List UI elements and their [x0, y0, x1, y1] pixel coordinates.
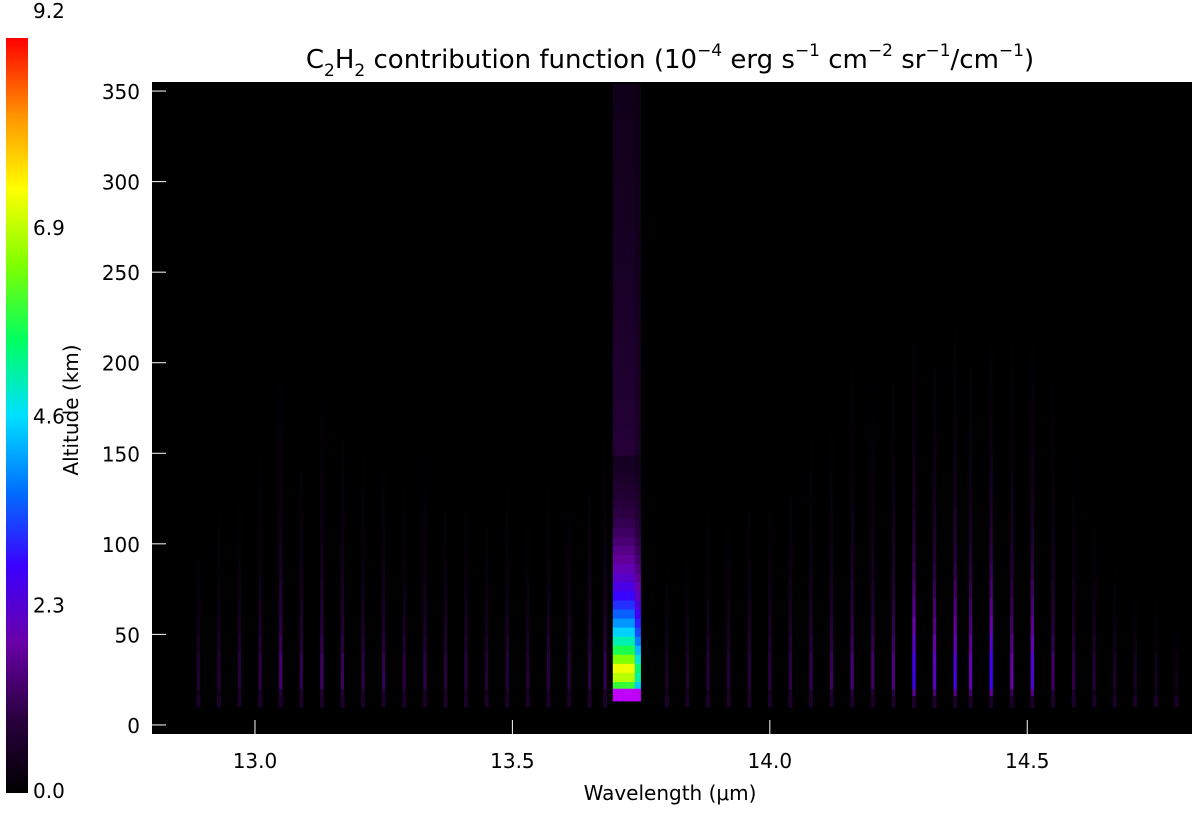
emission-line: [706, 507, 711, 708]
emission-line: [567, 489, 572, 708]
emission-line: [464, 489, 469, 708]
chart-title: C2H2 contribution function (10−4 erg s−1…: [306, 41, 1034, 81]
emission-line: [891, 344, 896, 708]
x-tick-label: 13.5: [490, 749, 535, 773]
heatmap-background: [152, 82, 1192, 734]
colorbar-tick-label: 0.0: [33, 779, 65, 803]
y-tick-label: 350: [102, 80, 140, 104]
emission-line: [1030, 326, 1035, 708]
colorbar: 0.0 2.3 4.6 6.9 9.2: [6, 0, 65, 803]
x-axis-label: Wavelength (μm): [584, 781, 757, 805]
emission-line: [1133, 580, 1138, 708]
y-tick-label: 0: [127, 714, 140, 738]
emission-line: [788, 453, 793, 708]
q-branch-base: [612, 688, 641, 702]
emission-line: [196, 543, 201, 708]
emission-line: [402, 489, 407, 708]
emission-line: [767, 489, 772, 708]
emission-line: [525, 507, 530, 708]
colorbar-tick-labels: 0.0 2.3 4.6 6.9 9.2: [33, 0, 65, 803]
emission-line: [319, 380, 324, 708]
emission-line: [850, 362, 855, 708]
emission-line: [381, 435, 386, 708]
y-tick-label: 150: [102, 442, 140, 466]
colorbar-tick-label: 4.6: [33, 405, 65, 429]
emission-line: [505, 489, 510, 708]
emission-line: [911, 308, 916, 708]
emission-line: [278, 362, 283, 708]
emission-line: [664, 561, 669, 708]
emission-line: [1092, 507, 1097, 708]
colorbar-tick-label: 9.2: [33, 0, 65, 23]
emission-line: [953, 326, 958, 708]
emission-line: [809, 435, 814, 708]
emission-line: [484, 507, 489, 708]
emission-line: [237, 489, 242, 708]
x-axis: 13.0 13.5 14.0 14.5: [233, 720, 1050, 773]
colorbar-tick-label: 6.9: [33, 216, 65, 240]
emission-line: [1153, 598, 1158, 708]
colorbar-tick-label: 2.3: [33, 593, 65, 617]
colorbar-gradient: [6, 38, 28, 793]
emission-line: [870, 380, 875, 708]
y-tick-label: 50: [115, 623, 140, 647]
y-tick-label: 250: [102, 261, 140, 285]
y-axis: 0 50 100 150 200 250 300 350: [102, 80, 166, 738]
emission-line: [1071, 453, 1076, 708]
emission-line: [340, 417, 345, 708]
y-axis-label: Altitude (km): [59, 344, 83, 475]
emission-line: [361, 453, 366, 708]
emission-line: [603, 435, 608, 708]
emission-line: [685, 543, 690, 708]
emission-line: [829, 417, 834, 708]
emission-line: [546, 489, 551, 708]
emission-line: [1112, 561, 1117, 708]
emission-line: [932, 326, 937, 708]
y-tick-label: 300: [102, 171, 140, 195]
emission-line: [1174, 616, 1179, 708]
x-tick-label: 13.0: [233, 749, 278, 773]
y-tick-label: 200: [102, 352, 140, 376]
emission-line: [1009, 344, 1014, 708]
heatmap-marks: [196, 83, 1179, 708]
emission-line: [216, 507, 221, 708]
q-branch-band: [612, 83, 641, 702]
emission-line: [747, 489, 752, 708]
emission-line: [258, 453, 263, 708]
x-tick-label: 14.5: [1005, 749, 1050, 773]
emission-line: [968, 326, 973, 708]
emission-line: [587, 453, 592, 708]
emission-line: [989, 308, 994, 708]
emission-line: [299, 435, 304, 708]
emission-line: [443, 489, 448, 708]
emission-line: [726, 507, 731, 708]
heatmap-plot-area: [152, 82, 1192, 734]
emission-line: [422, 453, 427, 708]
emission-line: [1050, 380, 1055, 708]
x-tick-label: 14.0: [748, 749, 793, 773]
y-tick-label: 100: [102, 533, 140, 557]
